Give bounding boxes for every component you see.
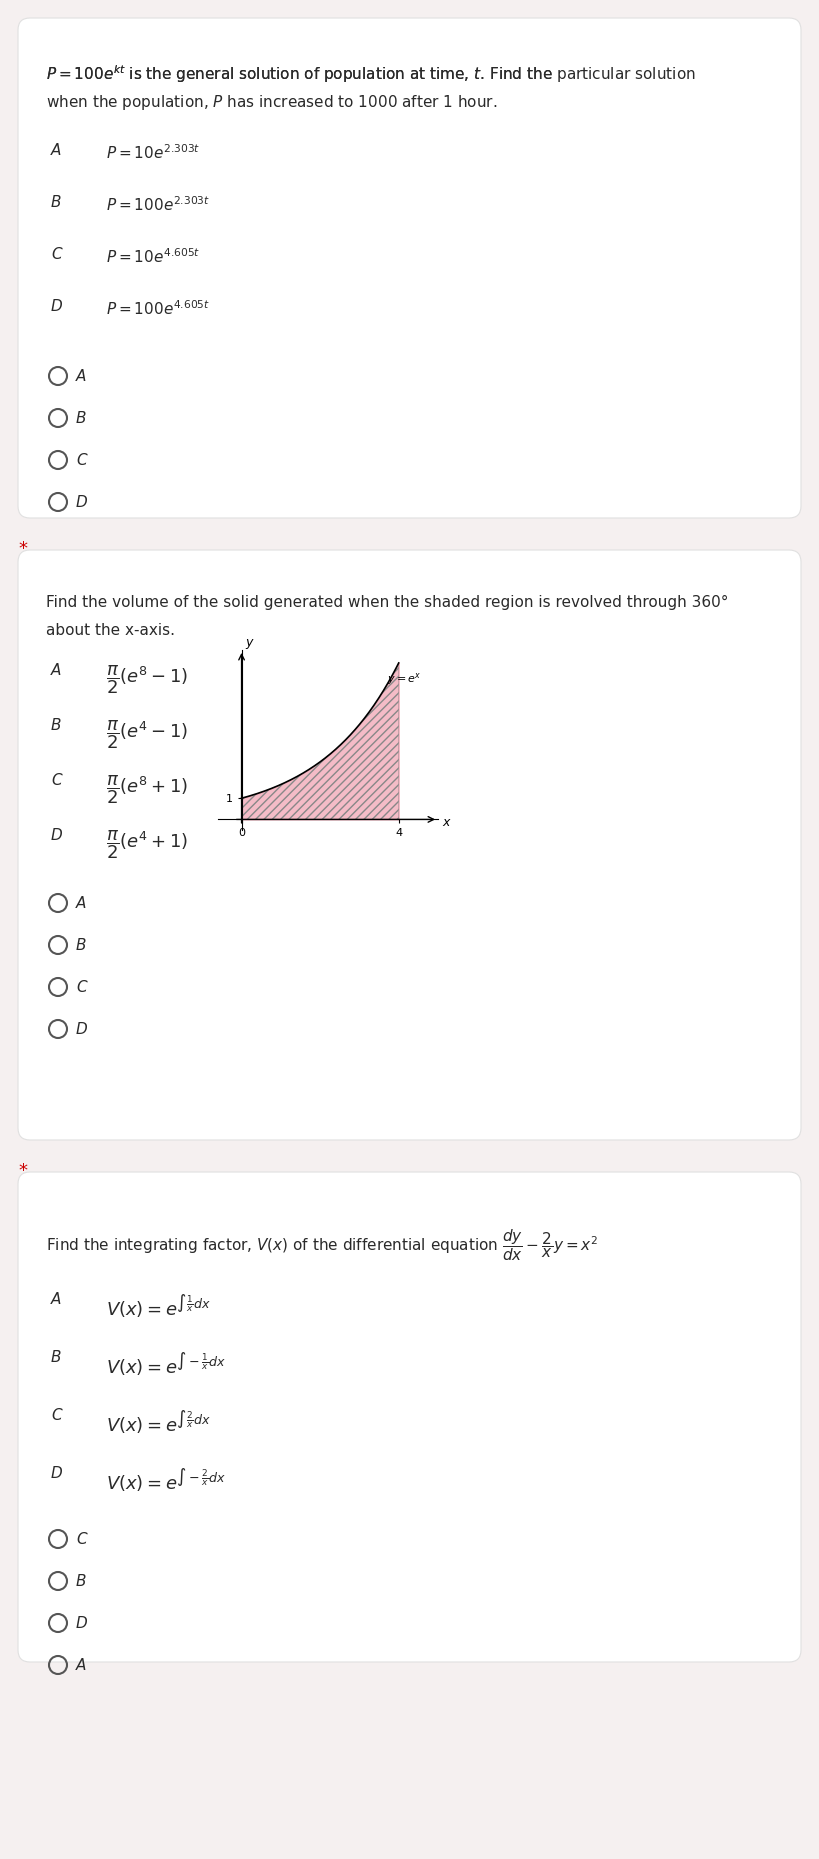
Text: Find the volume of the solid generated when the shaded region is revolved throug: Find the volume of the solid generated w… [46,595,728,610]
Text: B: B [76,937,87,952]
Text: A: A [76,368,86,383]
Text: B: B [51,1350,61,1365]
Text: $V(x) = e^{\int \frac{2}{x}dx}$: $V(x) = e^{\int \frac{2}{x}dx}$ [106,1407,211,1435]
Text: B: B [76,1573,87,1588]
Text: A: A [51,143,61,158]
Text: $V(x) = e^{\int \frac{1}{x}dx}$: $V(x) = e^{\int \frac{1}{x}dx}$ [106,1292,211,1320]
Text: when the population, $P$ has increased to 1000 after 1 hour.: when the population, $P$ has increased t… [46,93,497,112]
Text: Find the integrating factor, $V(x)$ of the differential equation $\dfrac{dy}{dx}: Find the integrating factor, $V(x)$ of t… [46,1227,599,1262]
Text: D: D [76,1615,88,1630]
Text: $y$: $y$ [246,638,256,651]
Text: C: C [76,1532,87,1547]
Text: $V(x) = e^{\int -\frac{1}{x}dx}$: $V(x) = e^{\int -\frac{1}{x}dx}$ [106,1350,227,1378]
Text: C: C [76,980,87,995]
Text: B: B [51,195,61,210]
Text: B: B [76,411,87,426]
Text: A: A [51,664,61,679]
Text: $P = 100e^{2.303t}$: $P = 100e^{2.303t}$ [106,195,210,214]
Text: D: D [76,1021,88,1037]
Text: $P = 10e^{4.605t}$: $P = 10e^{4.605t}$ [106,247,201,266]
Text: C: C [51,773,61,788]
Text: B: B [51,718,61,732]
Text: C: C [76,452,87,467]
Text: D: D [76,494,88,509]
Text: A: A [76,1658,86,1673]
Text: *: * [18,1162,27,1180]
FancyBboxPatch shape [18,1171,801,1662]
Text: $\dfrac{\pi}{2}(e^8 + 1)$: $\dfrac{\pi}{2}(e^8 + 1)$ [106,773,188,805]
Text: $P = 100e^{kt}$ is the general solution of population at time, $t$. Find the: $P = 100e^{kt}$ is the general solution … [46,63,554,86]
Text: $P = 100e^{kt}$ is the general solution of population at time, $t$. Find the par: $P = 100e^{kt}$ is the general solution … [46,63,695,86]
FancyBboxPatch shape [18,550,801,1140]
FancyBboxPatch shape [18,19,801,519]
Text: A: A [76,896,86,911]
Text: D: D [51,1467,63,1482]
Text: $y = e^x$: $y = e^x$ [387,671,422,686]
Text: $\dfrac{\pi}{2}(e^4 + 1)$: $\dfrac{\pi}{2}(e^4 + 1)$ [106,827,188,861]
Text: C: C [51,247,61,262]
Text: $P = 10e^{2.303t}$: $P = 10e^{2.303t}$ [106,143,201,162]
Text: A: A [51,1292,61,1307]
Text: C: C [51,1407,61,1422]
Text: $x$: $x$ [442,816,452,829]
Text: D: D [51,827,63,842]
Text: *: * [18,539,27,558]
Text: D: D [51,299,63,314]
Text: $\dfrac{\pi}{2}(e^4 - 1)$: $\dfrac{\pi}{2}(e^4 - 1)$ [106,718,188,751]
Text: about the x-axis.: about the x-axis. [46,623,175,638]
Text: $P = 100e^{4.605t}$: $P = 100e^{4.605t}$ [106,299,210,318]
Text: $\dfrac{\pi}{2}(e^8 - 1)$: $\dfrac{\pi}{2}(e^8 - 1)$ [106,664,188,695]
Text: $V(x) = e^{\int -\frac{2}{x}dx}$: $V(x) = e^{\int -\frac{2}{x}dx}$ [106,1467,227,1493]
